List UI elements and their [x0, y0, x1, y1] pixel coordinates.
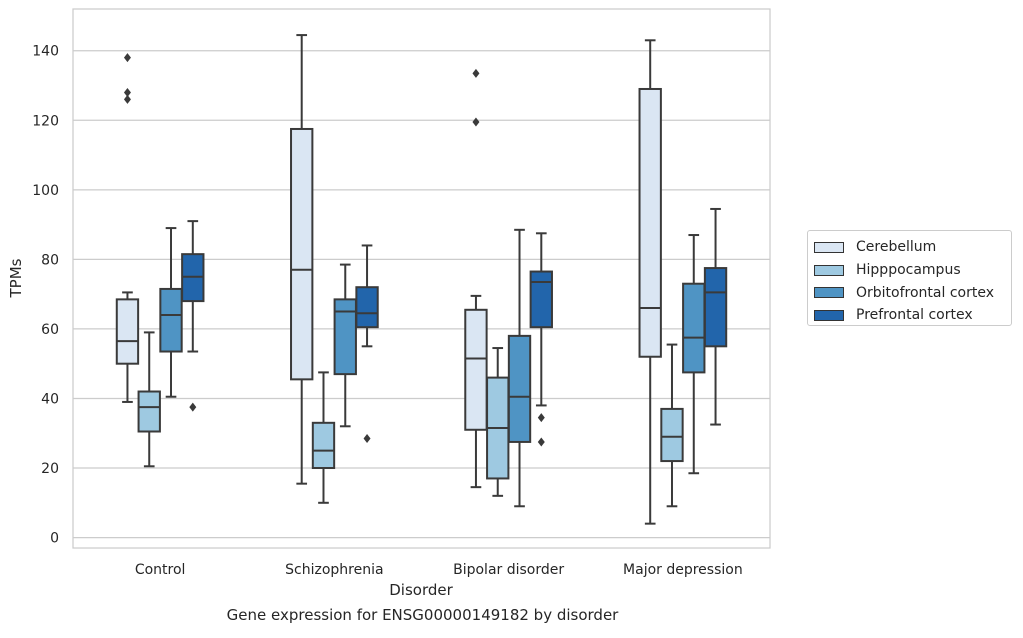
- legend-swatch-orbitofrontal: [814, 287, 844, 299]
- legend-item-hippocampus: Hipppocampus: [814, 259, 1011, 282]
- outlier-point: [123, 53, 131, 63]
- figure-caption: Gene expression for ENSG00000149182 by d…: [226, 606, 619, 624]
- y-axis-label: TPMs: [7, 258, 25, 298]
- box-body: [137, 390, 161, 433]
- box-schizophrenia-hipppocampus: [311, 371, 336, 504]
- x-tick-label-bipolar-disorder: Bipolar disorder: [453, 562, 564, 578]
- x-axis-label: Disorder: [389, 581, 453, 599]
- y-tick-label-20: 20: [41, 461, 59, 477]
- outlier-point: [537, 413, 545, 423]
- y-tick-label-80: 80: [41, 252, 59, 268]
- axes: 0 20 40 60 80 100 120 140 Control Schizophrenia Bi…: [32, 44, 742, 578]
- box-body: [703, 267, 728, 348]
- outlier-point: [189, 402, 197, 412]
- box-body: [311, 421, 336, 470]
- x-tick-label-control: Control: [135, 562, 186, 578]
- legend-item-prefrontal: Prefrontal cortex: [814, 304, 1011, 327]
- box-bipolar-disorder-orbitofrontal-cortex: [507, 228, 532, 508]
- outlier-point: [537, 437, 545, 447]
- y-tick-label-140: 140: [32, 44, 59, 60]
- box-body: [507, 334, 532, 443]
- box-control-orbitofrontal-cortex: [159, 227, 183, 398]
- box-body: [464, 308, 488, 431]
- legend-label-cerebellum: Cerebellum: [856, 239, 937, 256]
- y-tick-label-0: 0: [50, 531, 59, 547]
- box-major-depression-orbitofrontal-cortex: [682, 234, 706, 475]
- outlier-point: [363, 433, 371, 443]
- box-body: [290, 127, 314, 381]
- box-bipolar-disorder-prefrontal-cortex: [529, 232, 553, 447]
- box-bipolar-disorder-cerebellum: [464, 68, 488, 489]
- y-tick-label-40: 40: [41, 391, 59, 407]
- outlier-point: [123, 87, 131, 97]
- box-body: [355, 286, 379, 329]
- legend-swatch-prefrontal: [814, 309, 844, 321]
- box-control-prefrontal-cortex: [181, 220, 205, 412]
- outlier-point: [123, 94, 131, 104]
- box-schizophrenia-prefrontal-cortex: [355, 244, 379, 443]
- y-tick-label-60: 60: [41, 322, 59, 338]
- outlier-point: [472, 68, 480, 78]
- box-body: [638, 87, 662, 358]
- box-major-depression-cerebellum: [638, 39, 662, 525]
- x-tick-label-schizophrenia: Schizophrenia: [285, 562, 383, 578]
- legend-swatch-hippocampus: [814, 264, 844, 276]
- y-tick-label-100: 100: [32, 183, 59, 199]
- box-major-depression-prefrontal-cortex: [703, 207, 728, 426]
- box-body: [682, 282, 706, 374]
- box-control-cerebellum: [115, 53, 140, 403]
- boxes: [115, 34, 728, 525]
- box-schizophrenia-cerebellum: [290, 34, 314, 485]
- outlier-point: [472, 117, 480, 127]
- box-body: [115, 298, 140, 365]
- box-body: [529, 270, 553, 329]
- y-tick-label-120: 120: [32, 113, 59, 129]
- box-major-depression-hipppocampus: [660, 343, 684, 508]
- box-body: [660, 407, 684, 463]
- box-bipolar-disorder-hipppocampus: [486, 347, 510, 497]
- legend-label-prefrontal: Prefrontal cortex: [856, 307, 973, 324]
- legend-item-orbitofrontal: Orbitofrontal cortex: [814, 281, 1011, 304]
- box-control-hipppocampus: [137, 331, 161, 468]
- plot-frame: [72, 8, 771, 549]
- legend-item-cerebellum: Cerebellum: [814, 236, 1011, 259]
- legend: Cerebellum Hipppocampus Orbitofrontal co…: [807, 230, 1012, 326]
- legend-label-hippocampus: Hipppocampus: [856, 262, 961, 279]
- x-tick-label-major-depression: Major depression: [623, 562, 743, 578]
- box-body: [333, 298, 357, 376]
- legend-swatch-cerebellum: [814, 241, 844, 253]
- legend-label-orbitofrontal: Orbitofrontal cortex: [856, 284, 994, 301]
- box-body: [159, 287, 183, 353]
- box-schizophrenia-orbitofrontal-cortex: [333, 263, 357, 428]
